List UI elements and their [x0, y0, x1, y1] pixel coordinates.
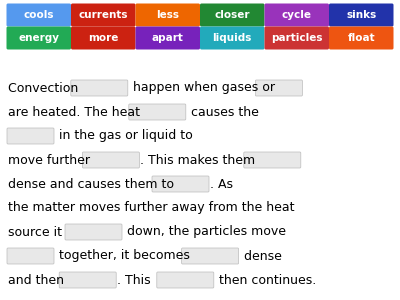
Text: particles: particles	[271, 33, 322, 43]
Text: cycle: cycle	[282, 10, 312, 20]
FancyBboxPatch shape	[329, 4, 394, 26]
FancyBboxPatch shape	[200, 26, 264, 50]
Text: dense and causes them to: dense and causes them to	[8, 178, 178, 190]
Text: more: more	[88, 33, 118, 43]
FancyBboxPatch shape	[129, 104, 186, 120]
Text: are heated. The heat: are heated. The heat	[8, 106, 144, 118]
Text: apart: apart	[152, 33, 184, 43]
Text: energy: energy	[18, 33, 59, 43]
Text: and then: and then	[8, 274, 68, 286]
Text: in the gas or liquid to: in the gas or liquid to	[55, 130, 193, 142]
FancyBboxPatch shape	[7, 248, 54, 264]
Text: sinks: sinks	[346, 10, 376, 20]
FancyBboxPatch shape	[152, 176, 209, 192]
FancyBboxPatch shape	[71, 4, 136, 26]
Text: . This makes them: . This makes them	[140, 154, 260, 166]
Text: currents: currents	[78, 10, 128, 20]
Text: Convection: Convection	[8, 82, 82, 94]
Text: then continues.: then continues.	[215, 274, 316, 286]
Text: float: float	[348, 33, 375, 43]
FancyBboxPatch shape	[329, 26, 394, 50]
Text: dense: dense	[240, 250, 282, 262]
Text: source it: source it	[8, 226, 66, 238]
FancyBboxPatch shape	[59, 272, 116, 288]
Text: move further: move further	[8, 154, 94, 166]
FancyBboxPatch shape	[136, 26, 200, 50]
Text: happen when gases or: happen when gases or	[129, 82, 279, 94]
FancyBboxPatch shape	[264, 4, 329, 26]
FancyBboxPatch shape	[71, 26, 136, 50]
FancyBboxPatch shape	[65, 224, 122, 240]
Text: together, it becomes: together, it becomes	[55, 250, 194, 262]
FancyBboxPatch shape	[244, 152, 301, 168]
FancyBboxPatch shape	[255, 80, 302, 96]
FancyBboxPatch shape	[136, 4, 200, 26]
Text: the matter moves further away from the heat: the matter moves further away from the h…	[8, 202, 294, 214]
FancyBboxPatch shape	[157, 272, 214, 288]
Text: . This: . This	[117, 274, 155, 286]
Text: causes the: causes the	[187, 106, 259, 118]
Text: down, the particles move: down, the particles move	[123, 226, 286, 238]
FancyBboxPatch shape	[7, 128, 54, 144]
FancyBboxPatch shape	[182, 248, 238, 264]
FancyBboxPatch shape	[6, 26, 71, 50]
FancyBboxPatch shape	[200, 4, 264, 26]
FancyBboxPatch shape	[6, 4, 71, 26]
FancyBboxPatch shape	[71, 80, 128, 96]
Text: cools: cools	[24, 10, 54, 20]
Text: . As: . As	[210, 178, 233, 190]
Text: liquids: liquids	[212, 33, 252, 43]
FancyBboxPatch shape	[264, 26, 329, 50]
Text: closer: closer	[214, 10, 250, 20]
FancyBboxPatch shape	[82, 152, 139, 168]
Text: less: less	[156, 10, 179, 20]
